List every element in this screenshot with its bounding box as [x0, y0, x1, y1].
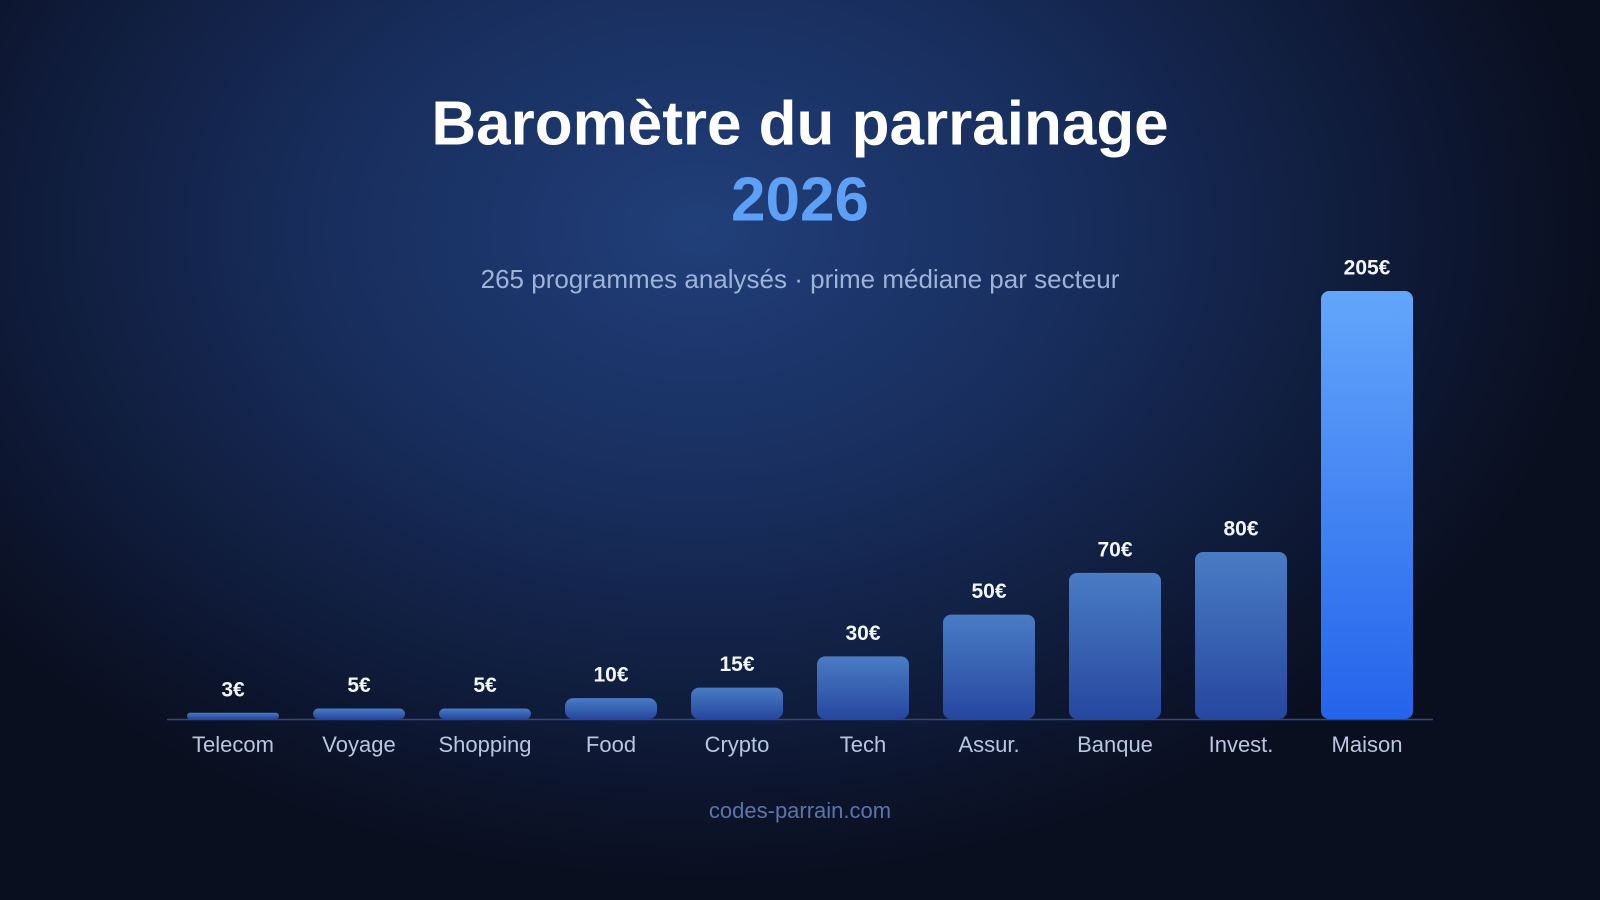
value-label: 205€	[1344, 257, 1391, 280]
x-tick-label: Telecom	[192, 732, 274, 757]
x-tick-label: Banque	[1077, 732, 1153, 757]
x-tick-label: Maison	[1332, 732, 1403, 757]
x-tick-label: Shopping	[439, 732, 532, 757]
value-label: 50€	[971, 580, 1006, 603]
value-label: 10€	[593, 664, 628, 687]
value-label: 30€	[845, 622, 880, 645]
bar	[817, 656, 909, 719]
value-label: 5€	[347, 674, 371, 697]
value-label: 15€	[719, 653, 754, 676]
bar	[313, 708, 405, 719]
chart-title: Baromètre du parrainage	[431, 89, 1168, 158]
source: codes-parrain.com	[709, 798, 891, 823]
value-label: 70€	[1097, 538, 1132, 561]
x-tick-label: Tech	[840, 732, 886, 757]
value-label: 3€	[221, 678, 245, 701]
bar	[1195, 551, 1287, 719]
x-tick-label: Voyage	[322, 732, 395, 757]
x-tick-label: Crypto	[705, 732, 770, 757]
bar	[691, 687, 783, 719]
chart-title-year: 2026	[731, 165, 869, 234]
x-tick-label: Assur.	[958, 732, 1019, 757]
bar	[1069, 572, 1161, 719]
bar	[439, 708, 531, 719]
bar	[1321, 291, 1413, 719]
value-label: 80€	[1223, 518, 1258, 541]
bar	[943, 614, 1035, 719]
bar	[187, 712, 279, 719]
value-label: 5€	[473, 674, 497, 697]
x-tick-label: Food	[586, 732, 636, 757]
chart-subtitle: 265 programmes analysés · prime médiane …	[481, 264, 1120, 294]
bar	[565, 698, 657, 719]
x-tick-label: Invest.	[1209, 732, 1274, 757]
